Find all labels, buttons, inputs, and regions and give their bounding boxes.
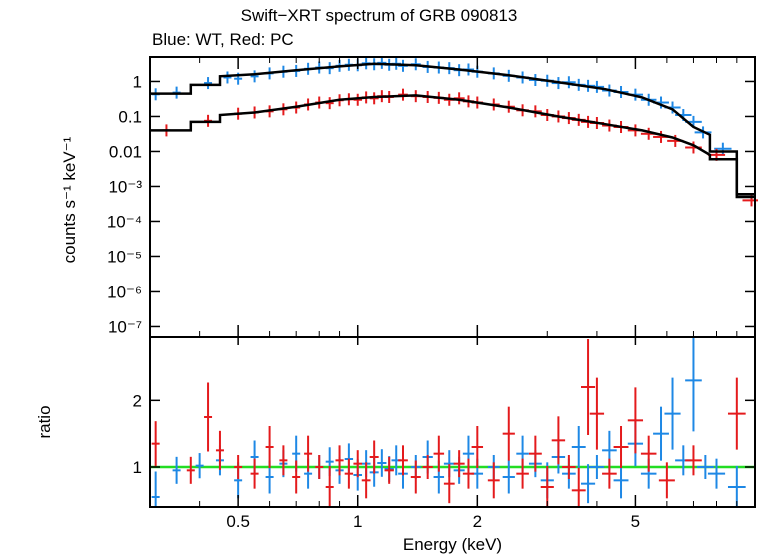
x-tick-label: 0.5 — [226, 512, 250, 531]
spectrum-y-tick-label: 10⁻⁶ — [107, 282, 142, 301]
x-tick-label: 2 — [473, 512, 482, 531]
ratio-y-tick-label: 2 — [133, 391, 142, 410]
axes-layer — [149, 56, 756, 508]
spectrum-y-tick-label: 1 — [133, 72, 142, 91]
spectrum-y-tick-label: 0.01 — [109, 142, 142, 161]
model-curve-pc — [150, 94, 755, 196]
ratio-y-tick-label: 1 — [133, 458, 142, 477]
x-tick-label: 1 — [353, 512, 362, 531]
series-layer — [150, 56, 758, 507]
spectrum-y-axis-label: counts s⁻¹ keV⁻¹ — [60, 136, 79, 264]
spectrum-y-tick-label: 10⁻⁵ — [107, 247, 142, 266]
chart-subtitle: Blue: WT, Red: PC — [152, 30, 294, 49]
series-pc — [151, 88, 758, 507]
ticks-layer: 0.5 1 2 5 1 0.1 0.01 10⁻³ 10⁻⁴ 10⁻⁵ 10⁻⁶ 10⁻⁷ 1 2 — [107, 57, 755, 531]
model-curve-wt — [150, 62, 755, 199]
spectrum-y-tick-label: 0.1 — [118, 107, 142, 126]
series-wt — [151, 56, 746, 507]
spectrum-y-tick-label: 10⁻³ — [108, 177, 142, 196]
ratio-y-axis-label: ratio — [35, 405, 54, 439]
chart-title: Swift−XRT spectrum of GRB 090813 — [240, 6, 518, 25]
x-tick-label: 5 — [631, 512, 640, 531]
spectrum-y-tick-label: 10⁻⁷ — [108, 317, 142, 336]
x-axis-label: Energy (keV) — [402, 535, 503, 554]
ratio-panel-frame — [149, 336, 756, 508]
spectrum-y-tick-label: 10⁻⁴ — [107, 212, 142, 231]
